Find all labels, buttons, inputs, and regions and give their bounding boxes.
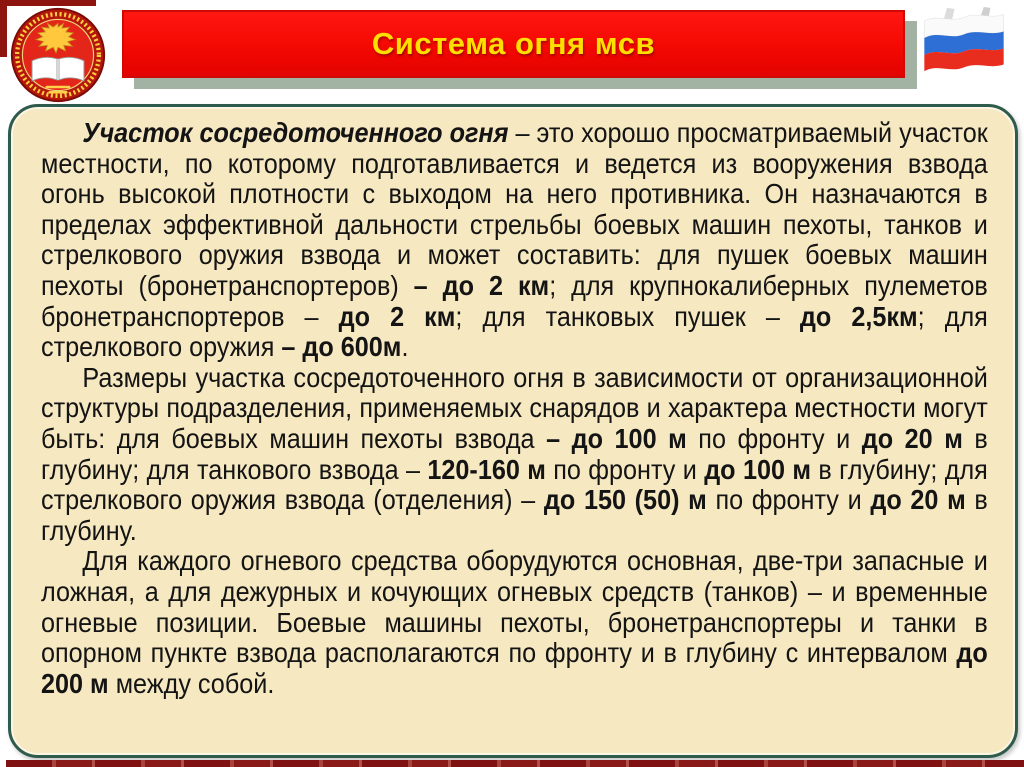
paragraph: Размеры участка сосредоточенного огня в … (41, 361, 988, 546)
corner-bracket-left (0, 0, 7, 57)
header-banner: Система огня мсв (122, 10, 905, 78)
military-academy-emblem-icon (10, 7, 106, 103)
corner-bracket-top (0, 0, 96, 6)
paragraph: Участок сосредоточенного огня – это хоро… (41, 117, 988, 363)
content-box: Участок сосредоточенного огня – это хоро… (8, 104, 1018, 758)
paragraph: Для каждого огневого средства оборудуютс… (41, 545, 988, 699)
body-text: Участок сосредоточенного огня – это хоро… (41, 117, 988, 699)
bottom-strip (6, 760, 1024, 767)
russian-flag-icon (924, 6, 1004, 72)
page-title: Система огня мсв (371, 26, 656, 61)
